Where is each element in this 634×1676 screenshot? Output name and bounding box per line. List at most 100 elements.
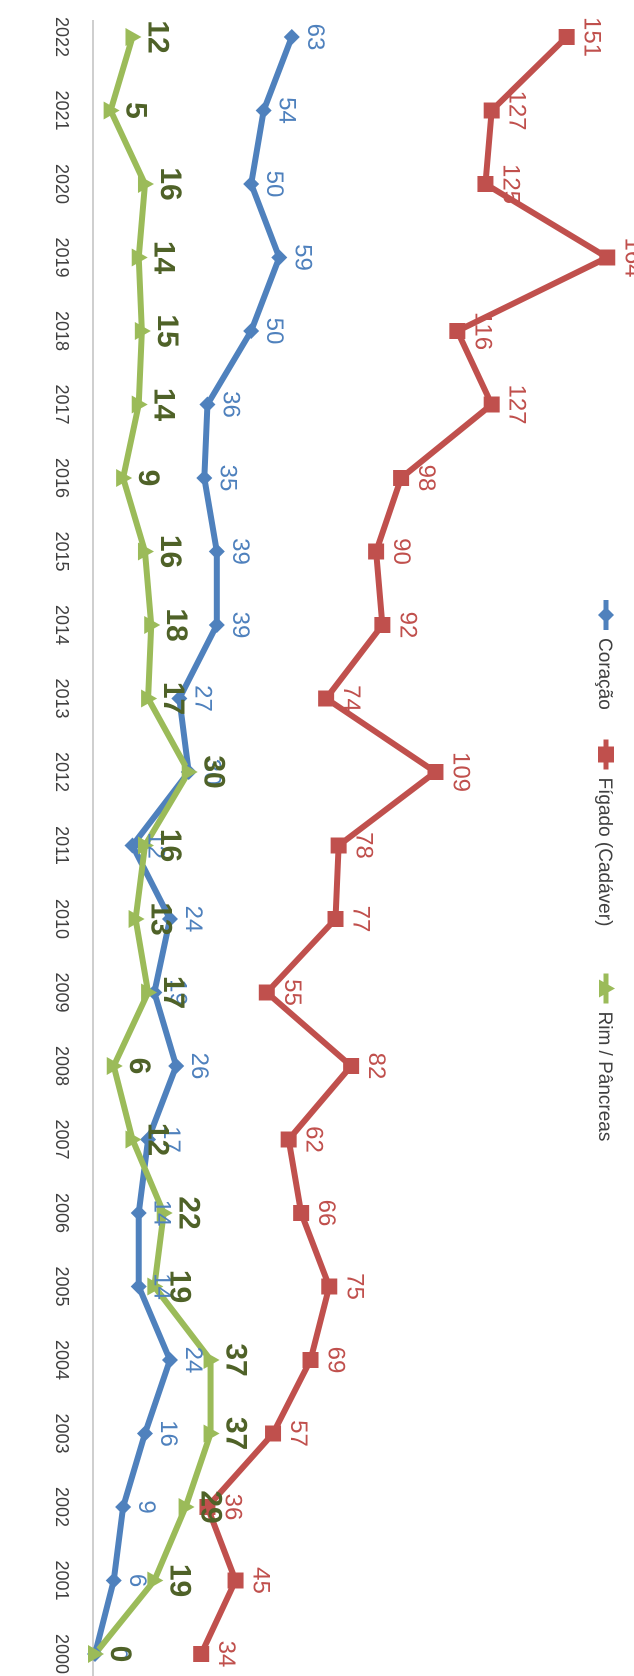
x-tick-label: 2007 xyxy=(52,1119,72,1159)
series-1-point xyxy=(283,29,300,45)
series-1-point xyxy=(196,470,213,486)
series-1-data-label: 35 xyxy=(214,465,241,492)
series-2-point xyxy=(343,1058,360,1074)
x-tick-label: 2021 xyxy=(52,90,72,130)
series-2-data-label: 125 xyxy=(497,164,524,204)
series-1-data-label: 6 xyxy=(124,1574,151,1587)
series-1-point xyxy=(161,1352,178,1368)
x-tick-label: 2015 xyxy=(52,531,72,571)
series-2-point xyxy=(558,29,575,45)
series-3-data-label: 17 xyxy=(157,682,190,715)
series-1-data-label: 14 xyxy=(149,1200,176,1227)
x-tick-label: 2002 xyxy=(52,1487,72,1527)
series-1-point xyxy=(115,1499,132,1515)
series-1-data-label: 24 xyxy=(180,1347,207,1374)
series-1-data-label: 19 xyxy=(164,979,191,1006)
series-1-point xyxy=(130,1278,147,1295)
series-3-point xyxy=(178,1498,195,1516)
series-1-point xyxy=(171,690,188,707)
series-3-point xyxy=(147,1277,164,1296)
legend-item-1-label: Coração xyxy=(594,638,615,710)
series-3-data-label: 37 xyxy=(220,1417,253,1450)
series-1-point xyxy=(208,543,225,560)
series-3-data-label: 29 xyxy=(195,1490,228,1523)
series-3-point xyxy=(134,322,151,340)
series-2-data-label: 75 xyxy=(341,1273,368,1300)
series-2-point xyxy=(374,617,391,633)
series-3-data-label: 0 xyxy=(104,1646,137,1663)
x-tick-label: 2008 xyxy=(52,1046,72,1086)
series-1-data-label: 9 xyxy=(133,1500,160,1513)
series-2-data-label: 164 xyxy=(619,237,634,277)
series-3-data-label: 5 xyxy=(120,102,153,119)
series-2-data-label: 77 xyxy=(348,906,375,933)
series-2-data-label: 36 xyxy=(219,1494,246,1521)
series-2-data-label: 109 xyxy=(447,752,474,792)
series-2-point xyxy=(483,102,500,119)
series-2-data-label: 151 xyxy=(579,17,606,57)
series-2-point xyxy=(599,249,616,266)
series-1-point xyxy=(168,1058,185,1074)
series-1-data-label: 16 xyxy=(155,1420,182,1447)
series-3-point xyxy=(103,101,120,120)
series-3-data-label: 16 xyxy=(154,167,187,200)
series-2-point xyxy=(483,396,500,413)
x-tick-label: 2000 xyxy=(52,1634,72,1674)
series-1-data-label: 12 xyxy=(142,832,169,859)
series-2-data-label: 74 xyxy=(338,685,365,712)
series-1-point xyxy=(255,102,272,119)
series-2-data-label: 127 xyxy=(504,384,531,424)
series-2-point xyxy=(258,984,275,1001)
x-tick-label: 2001 xyxy=(52,1560,72,1600)
series-1-data-label: 30 xyxy=(199,759,226,786)
series-3-point xyxy=(141,689,158,708)
series-2-data-label: 78 xyxy=(351,832,378,859)
series-1-data-label: 36 xyxy=(217,391,244,418)
series-2-point xyxy=(327,911,344,927)
x-tick-label: 2012 xyxy=(52,752,72,792)
series-3-point xyxy=(131,248,148,267)
data-labels: 0691624141417261924123027393935365059505… xyxy=(104,17,634,1667)
x-tick-label: 2014 xyxy=(52,605,72,645)
series-3-point xyxy=(125,1130,142,1149)
series-1-data-label: 26 xyxy=(186,1053,213,1080)
series-1-point xyxy=(105,1572,122,1589)
series-1-point xyxy=(124,837,141,854)
x-tick-label: 2020 xyxy=(52,164,72,204)
series-2-data-label: 34 xyxy=(213,1641,240,1668)
series-3-data-label: 19 xyxy=(163,1564,196,1597)
series-3-point xyxy=(147,1571,164,1590)
series-2-data-label: 127 xyxy=(504,90,531,130)
series-2-point xyxy=(280,1131,297,1148)
series-3-point xyxy=(131,395,148,414)
series-2-point xyxy=(449,323,466,339)
x-tick-label: 2005 xyxy=(52,1266,72,1306)
series-2-data-label: 116 xyxy=(469,312,496,350)
series-3-data-label: 22 xyxy=(173,1196,206,1229)
series-2-data-label: 82 xyxy=(363,1053,390,1080)
series-2-line xyxy=(198,34,611,1657)
series-3-point xyxy=(137,542,154,561)
series-3-point xyxy=(106,1057,123,1075)
series-2-data-label: 92 xyxy=(394,612,421,639)
x-tick-label: 2010 xyxy=(52,899,72,939)
series-1-point xyxy=(208,617,225,633)
series-1-point xyxy=(271,249,288,266)
series-2-data-label: 98 xyxy=(413,465,440,492)
series-2-data-label: 69 xyxy=(323,1347,350,1374)
series-1-point xyxy=(243,323,260,339)
series-1-data-label: 54 xyxy=(274,97,301,124)
legend-item-3-swatch-marker xyxy=(599,979,615,998)
series-2-data-label: 57 xyxy=(285,1420,312,1447)
series-2-point xyxy=(321,1278,338,1295)
series-2-data-label: 66 xyxy=(313,1200,340,1227)
series-1-point xyxy=(161,911,178,927)
series-1-point xyxy=(199,396,216,413)
series-2-point xyxy=(393,470,410,486)
series-3-point xyxy=(125,28,142,46)
series-3-point xyxy=(137,175,154,193)
x-tick-label: 2013 xyxy=(52,678,72,718)
series-3-data-label: 14 xyxy=(148,388,181,422)
x-tick-label: 2009 xyxy=(52,972,72,1012)
